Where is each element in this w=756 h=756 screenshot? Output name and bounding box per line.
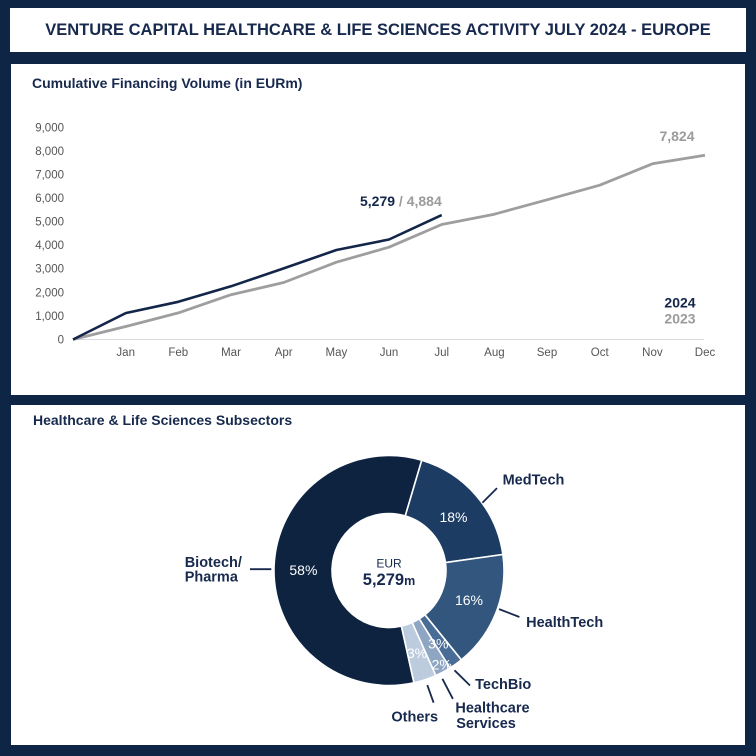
svg-text:5,279m: 5,279m bbox=[363, 571, 415, 589]
svg-text:9,000: 9,000 bbox=[35, 122, 64, 134]
svg-text:2%: 2% bbox=[432, 657, 452, 673]
svg-text:Others: Others bbox=[391, 709, 438, 725]
svg-text:Services: Services bbox=[456, 716, 516, 732]
svg-text:0: 0 bbox=[58, 334, 64, 346]
svg-text:7,824: 7,824 bbox=[659, 128, 694, 144]
svg-text:4,000: 4,000 bbox=[35, 240, 64, 252]
svg-text:Dec: Dec bbox=[695, 347, 716, 359]
svg-text:Oct: Oct bbox=[591, 347, 610, 359]
svg-text:May: May bbox=[326, 347, 348, 359]
svg-text:1,000: 1,000 bbox=[35, 311, 64, 323]
svg-text:2024: 2024 bbox=[664, 295, 695, 311]
svg-text:Mar: Mar bbox=[221, 347, 241, 359]
svg-text:Jul: Jul bbox=[434, 347, 449, 359]
svg-text:Aug: Aug bbox=[484, 347, 504, 359]
svg-text:TechBio: TechBio bbox=[475, 677, 531, 693]
svg-text:EUR: EUR bbox=[376, 556, 402, 570]
svg-text:Healthcare: Healthcare bbox=[455, 700, 529, 716]
svg-text:5,000: 5,000 bbox=[35, 217, 64, 229]
svg-text:7,000: 7,000 bbox=[35, 170, 64, 182]
svg-text:Pharma: Pharma bbox=[185, 570, 239, 586]
svg-text:Sep: Sep bbox=[537, 347, 557, 359]
svg-text:8,000: 8,000 bbox=[35, 146, 64, 158]
svg-text:HealthTech: HealthTech bbox=[526, 615, 603, 631]
svg-text:Feb: Feb bbox=[168, 347, 188, 359]
svg-text:Nov: Nov bbox=[642, 347, 663, 359]
svg-text:MedTech: MedTech bbox=[503, 473, 565, 489]
svg-text:3%: 3% bbox=[407, 645, 427, 661]
svg-text:58%: 58% bbox=[289, 562, 317, 578]
svg-text:Biotech/: Biotech/ bbox=[185, 555, 242, 571]
svg-text:16%: 16% bbox=[455, 592, 483, 608]
svg-text:Apr: Apr bbox=[275, 347, 293, 359]
svg-text:3,000: 3,000 bbox=[35, 264, 64, 276]
svg-text:5,279 / 4,884: 5,279 / 4,884 bbox=[360, 193, 442, 209]
svg-text:2,000: 2,000 bbox=[35, 287, 64, 299]
svg-text:2023: 2023 bbox=[664, 310, 695, 326]
svg-text:Jun: Jun bbox=[380, 347, 399, 359]
svg-text:6,000: 6,000 bbox=[35, 193, 64, 205]
svg-text:Jan: Jan bbox=[116, 347, 135, 359]
svg-text:18%: 18% bbox=[439, 509, 467, 525]
svg-text:3%: 3% bbox=[428, 635, 448, 651]
